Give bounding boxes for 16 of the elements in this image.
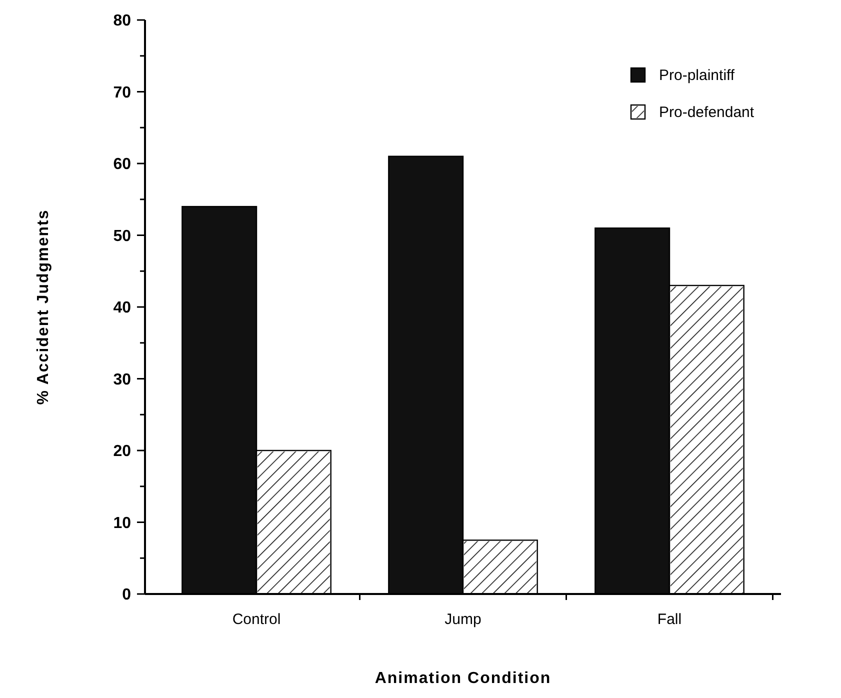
y-tick-label: 0: [122, 586, 132, 604]
y-tick-label: 70: [113, 84, 132, 102]
y-tick-label: 40: [113, 300, 132, 317]
x-tick-label: Fall: [657, 611, 682, 628]
y-tick-label: 10: [113, 514, 132, 532]
legend-label: Pro-defendant: [659, 104, 755, 121]
y-tick-label: 20: [113, 443, 132, 460]
legend-label: Pro-plaintiff: [659, 67, 736, 84]
x-tick-label: Control: [232, 611, 281, 628]
y-tick-label: 50: [113, 228, 132, 245]
y-tick-label: 60: [113, 156, 132, 174]
y-tick-label: 80: [113, 12, 132, 30]
x-tick-label: Jump: [444, 611, 482, 628]
x-axis-title: Animation Condition: [374, 670, 552, 687]
y-axis-title: % Accident Judgments: [35, 209, 52, 405]
y-tick-label: 30: [113, 371, 132, 388]
